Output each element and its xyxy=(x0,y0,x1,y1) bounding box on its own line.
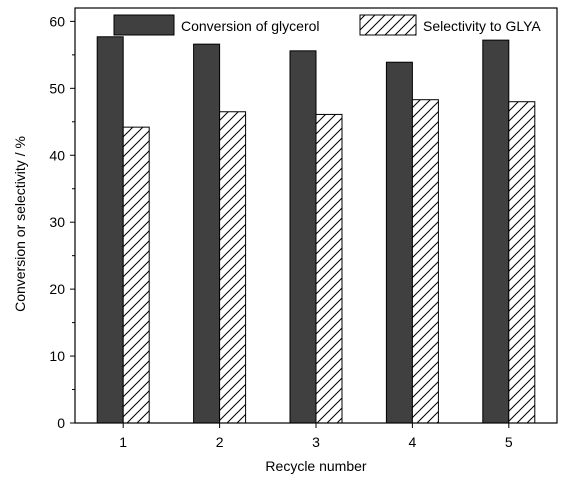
y-tick-label-40: 40 xyxy=(49,147,65,163)
y-axis-title: Conversion or selectivity / % xyxy=(12,136,28,312)
x-tick-label-5: 5 xyxy=(505,434,513,450)
bar-conversion-2 xyxy=(193,43,221,424)
x-tick-label-4: 4 xyxy=(409,434,417,450)
bar-conversion-5 xyxy=(482,39,510,424)
bar-selectivity-5 xyxy=(508,101,536,424)
y-tick-label-50: 50 xyxy=(49,80,65,96)
bar-conversion-4 xyxy=(385,61,413,424)
x-tick-label-1: 1 xyxy=(119,434,127,450)
bar-selectivity-1 xyxy=(122,126,150,424)
bar-conversion-3 xyxy=(289,50,317,424)
y-tick-label-10: 10 xyxy=(49,348,65,364)
plot-frame xyxy=(74,7,558,424)
y-tick-label-30: 30 xyxy=(49,214,65,230)
legend-swatch-selectivity xyxy=(359,14,417,36)
bar-selectivity-2 xyxy=(219,111,247,424)
x-tick-label-3: 3 xyxy=(312,434,320,450)
y-tick-label-0: 0 xyxy=(57,415,65,431)
legend: Conversion of glycerol Selectivity to GL… xyxy=(113,14,541,36)
bar-selectivity-4 xyxy=(411,99,439,424)
y-tick-label-60: 60 xyxy=(49,13,65,29)
bar-conversion-1 xyxy=(96,36,124,424)
legend-swatch-conversion xyxy=(113,14,175,36)
y-tick-label-20: 20 xyxy=(49,281,65,297)
legend-label-selectivity: Selectivity to GLYA xyxy=(423,18,541,34)
plot-area xyxy=(96,36,536,424)
bar-selectivity-3 xyxy=(315,113,343,424)
legend-label-conversion: Conversion of glycerol xyxy=(181,18,320,34)
x-tick-label-2: 2 xyxy=(216,434,224,450)
x-axis-title: Recycle number xyxy=(265,458,366,474)
